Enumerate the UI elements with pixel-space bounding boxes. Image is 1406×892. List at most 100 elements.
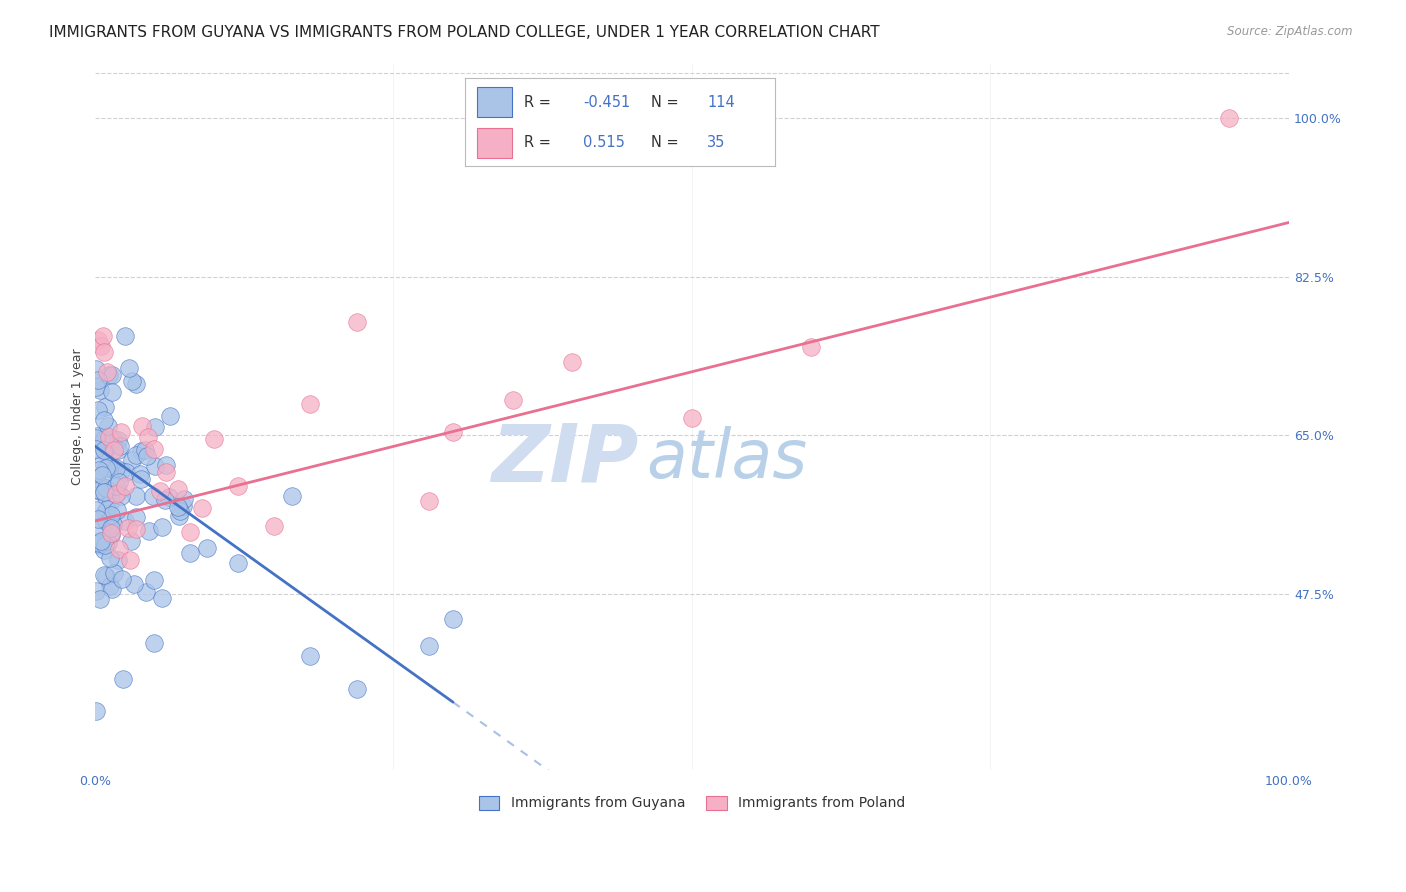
Point	[167, 483, 190, 497]
Point	[105, 503, 128, 517]
Point	[142, 636, 165, 650]
Point	[1218, 112, 1240, 126]
Text: atlas: atlas	[647, 426, 807, 492]
Point	[155, 458, 177, 472]
Point	[142, 489, 165, 503]
Point	[87, 373, 110, 387]
Point	[105, 479, 128, 493]
Point	[153, 492, 176, 507]
Text: ZIP: ZIP	[491, 420, 638, 499]
Text: Source: ZipAtlas.com: Source: ZipAtlas.com	[1227, 25, 1353, 38]
Point	[122, 577, 145, 591]
Point	[125, 522, 148, 536]
Point	[131, 419, 153, 434]
Point	[111, 673, 134, 687]
Point	[90, 533, 112, 548]
Point	[107, 433, 129, 447]
Point	[101, 432, 124, 446]
Point	[89, 463, 111, 477]
Point	[101, 517, 124, 532]
Point	[100, 385, 122, 400]
Point	[98, 430, 121, 444]
Point	[143, 419, 166, 434]
Point	[98, 579, 121, 593]
Point	[129, 472, 152, 486]
Point	[97, 458, 120, 473]
Point	[107, 475, 129, 489]
Text: IMMIGRANTS FROM GUYANA VS IMMIGRANTS FROM POLAND COLLEGE, UNDER 1 YEAR CORRELATI: IMMIGRANTS FROM GUYANA VS IMMIGRANTS FRO…	[49, 25, 880, 40]
Point	[114, 479, 136, 493]
Point	[159, 409, 181, 424]
Point	[94, 445, 117, 459]
Point	[120, 553, 142, 567]
Point	[91, 328, 114, 343]
Point	[125, 489, 148, 503]
Point	[87, 483, 110, 497]
Point	[441, 425, 464, 439]
Point	[93, 412, 115, 426]
Point	[93, 443, 115, 458]
Point	[103, 442, 125, 457]
Point	[104, 460, 127, 475]
Point	[143, 573, 166, 587]
Point	[561, 355, 583, 369]
Point	[94, 504, 117, 518]
Point	[96, 461, 118, 475]
Point	[86, 583, 108, 598]
Point	[195, 541, 218, 555]
Point	[84, 361, 107, 376]
Point	[346, 682, 368, 697]
Point	[121, 453, 143, 467]
Point	[263, 519, 285, 533]
Point	[93, 432, 115, 446]
Point	[280, 489, 302, 503]
Point	[118, 361, 141, 376]
Point	[179, 524, 201, 539]
Point	[86, 431, 108, 445]
Point	[129, 467, 152, 482]
Point	[117, 521, 139, 535]
Point	[173, 492, 195, 507]
Point	[143, 459, 166, 474]
Point	[114, 465, 136, 479]
Point	[94, 481, 117, 495]
Point	[124, 510, 146, 524]
Point	[179, 545, 201, 559]
Point	[97, 418, 120, 433]
Point	[93, 485, 115, 500]
Point	[84, 442, 107, 457]
Point	[149, 483, 172, 498]
Point	[135, 450, 157, 464]
Point	[107, 443, 129, 458]
Point	[94, 515, 117, 529]
Point	[150, 520, 173, 534]
Point	[91, 480, 114, 494]
Point	[84, 704, 107, 718]
Point	[84, 503, 107, 517]
Point	[298, 397, 321, 411]
Point	[107, 542, 129, 557]
Point	[125, 448, 148, 462]
Point	[97, 536, 120, 550]
Point	[169, 504, 191, 518]
Point	[155, 465, 177, 479]
Point	[226, 556, 249, 570]
Point	[100, 521, 122, 535]
Point	[89, 592, 111, 607]
Point	[96, 365, 118, 379]
Point	[110, 489, 132, 503]
Point	[111, 573, 134, 587]
Point	[418, 639, 440, 653]
Point	[93, 455, 115, 469]
Point	[110, 464, 132, 478]
Point	[107, 484, 129, 499]
Point	[172, 500, 194, 514]
Point	[90, 339, 112, 353]
Legend: Immigrants from Guyana, Immigrants from Poland: Immigrants from Guyana, Immigrants from …	[472, 790, 911, 816]
Point	[84, 380, 107, 394]
Point	[93, 344, 115, 359]
Point	[101, 582, 124, 596]
Point	[96, 502, 118, 516]
Point	[100, 493, 122, 508]
Point	[135, 585, 157, 599]
